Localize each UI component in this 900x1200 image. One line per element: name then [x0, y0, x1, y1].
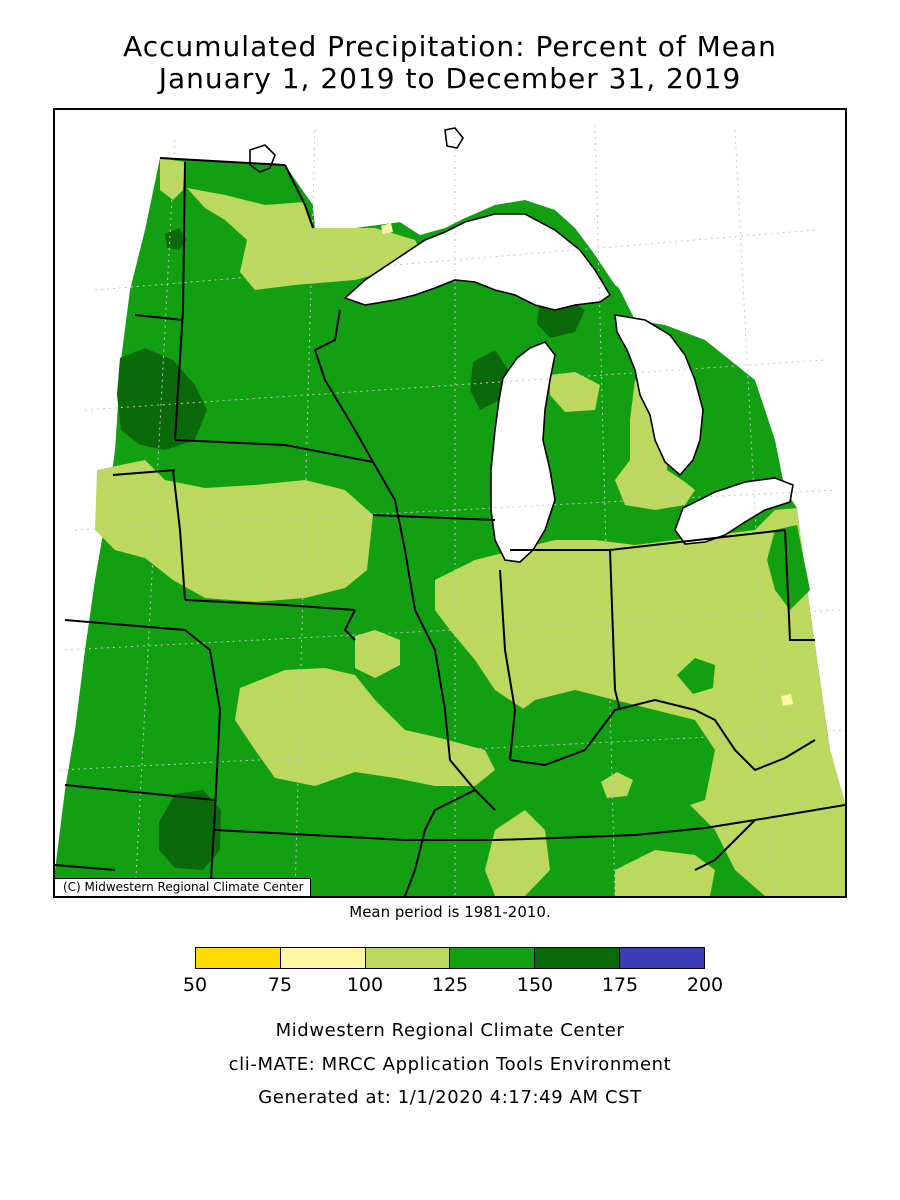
- region-75-100-ohio: [781, 694, 793, 706]
- footer-generated-time: Generated at: 1/1/2020 4:17:49 AM CST: [258, 1087, 642, 1108]
- region-100-125-tennessee-east: [615, 850, 715, 896]
- color-legend: [195, 947, 705, 969]
- region-100-125-illinois-west: [355, 630, 400, 678]
- region-100-125-michigan-east: [615, 380, 695, 510]
- legend-label-125: 125: [431, 974, 469, 996]
- region-100-125-minnesota-north: [187, 188, 425, 290]
- legend-label-175: 175: [601, 974, 639, 996]
- footer-organization: Midwestern Regional Climate Center: [275, 1020, 625, 1041]
- region-75-100-ontario: [381, 223, 393, 234]
- legend-box-100-125: [365, 948, 451, 968]
- legend-box-75-100: [280, 948, 366, 968]
- legend-labels: 50 75 100 125 150 175 200: [183, 974, 723, 998]
- legend-label-50: 50: [182, 974, 208, 996]
- legend-label-75: 75: [267, 974, 293, 996]
- region-100-125-missouri-south: [235, 668, 495, 786]
- canada-land: [285, 132, 845, 340]
- mean-period-note: Mean period is 1981-2010.: [349, 903, 551, 921]
- lake-huron: [615, 315, 703, 475]
- map-title: Accumulated Precipitation: Percent of Me…: [123, 30, 777, 63]
- region-125-150-indiana-spot: [677, 658, 715, 694]
- legend-label-200: 200: [686, 974, 724, 996]
- region-100-125-michigan-north: [550, 372, 600, 412]
- legend-box-150-175: [535, 948, 621, 968]
- map-date-range: January 1, 2019 to December 31, 2019: [158, 62, 742, 95]
- region-150-175-nd: [117, 348, 207, 450]
- precipitation-map: (C) Midwestern Regional Climate Center: [53, 108, 847, 898]
- region-125-150-indiana-south: [495, 690, 715, 815]
- region-100-125-north: [160, 158, 185, 200]
- lake-erie: [675, 478, 793, 544]
- legend-label-150: 150: [516, 974, 554, 996]
- footer-tool-name: cli-MATE: MRCC Application Tools Environ…: [228, 1054, 672, 1075]
- state-borders: [55, 157, 845, 896]
- legend-label-100: 100: [346, 974, 384, 996]
- region-100-125-kentucky-south: [485, 810, 550, 896]
- legend-box-125-150: [450, 948, 536, 968]
- region-125-150-ohio-east: [767, 525, 810, 610]
- region-150-175-nd-spot: [165, 228, 187, 250]
- copyright-label: (C) Midwestern Regional Climate Center: [55, 878, 311, 896]
- coastlines: [249, 127, 794, 563]
- region-100-125-east: [435, 508, 845, 896]
- legend-box-50-75: [196, 948, 281, 968]
- lake-superior: [345, 214, 610, 310]
- legend-box-175-200: [620, 948, 704, 968]
- region-100-125-kentucky-spot: [601, 772, 633, 798]
- region-100-125-iowa: [95, 460, 373, 602]
- region-150-175-kansas-mo: [159, 790, 221, 870]
